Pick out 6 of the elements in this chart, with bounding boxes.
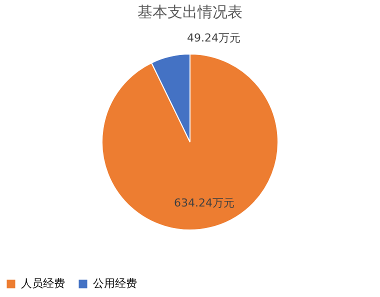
data-label: 49.24万元 [187, 32, 241, 45]
pie-slice [102, 54, 278, 230]
data-label: 634.24万元 [174, 196, 234, 210]
legend-label: 公用经费 [93, 277, 137, 290]
chart-title: 基本支出情况表 [138, 3, 242, 21]
legend-label: 人员经费 [21, 277, 65, 290]
